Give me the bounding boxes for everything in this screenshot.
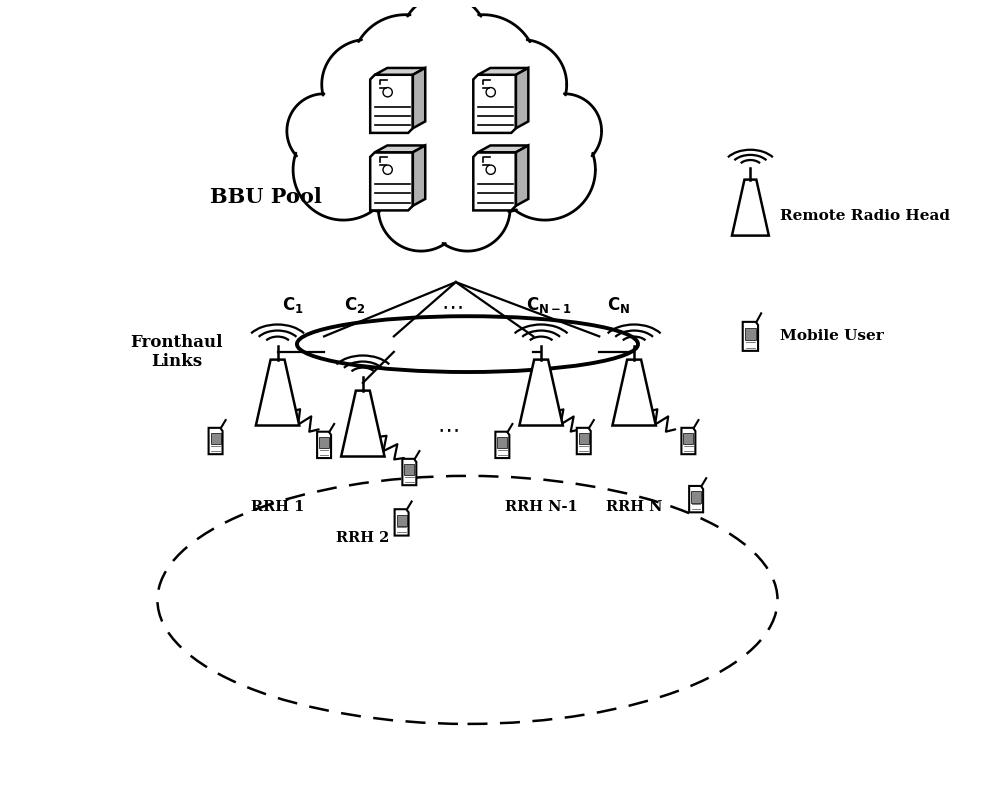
Polygon shape [743,322,758,351]
Text: RRH N: RRH N [606,500,662,514]
Polygon shape [209,428,223,454]
Circle shape [363,42,526,204]
Text: $\mathbf{C}_\mathbf{N}$: $\mathbf{C}_\mathbf{N}$ [607,295,630,316]
Polygon shape [497,437,507,448]
Polygon shape [681,428,695,454]
Polygon shape [519,360,563,425]
Polygon shape [516,145,528,206]
Text: Mobile User: Mobile User [780,329,884,343]
Circle shape [378,166,464,251]
Circle shape [322,39,412,129]
Polygon shape [256,360,299,425]
Polygon shape [370,152,413,211]
Text: $\mathbf{C}_\mathbf{1}$: $\mathbf{C}_\mathbf{1}$ [282,295,304,316]
Polygon shape [745,328,756,340]
Text: $\cdots$: $\cdots$ [437,420,459,439]
Text: RRH 2: RRH 2 [336,531,390,545]
Polygon shape [319,437,329,448]
Polygon shape [478,145,528,152]
Text: Remote Radio Head: Remote Radio Head [780,209,950,223]
Circle shape [287,94,361,168]
Text: BBU Pool: BBU Pool [210,187,322,207]
Polygon shape [404,465,414,476]
Polygon shape [577,428,591,454]
Text: Fronthaul
Links: Fronthaul Links [131,334,223,370]
Circle shape [324,80,456,212]
Circle shape [402,0,487,80]
Polygon shape [413,145,425,206]
Polygon shape [612,360,656,425]
Polygon shape [375,68,425,75]
Circle shape [383,88,392,97]
Polygon shape [732,180,769,236]
Circle shape [527,94,602,168]
Polygon shape [402,459,416,485]
Circle shape [383,165,392,174]
Polygon shape [473,152,516,211]
Polygon shape [495,432,509,458]
Circle shape [495,119,595,220]
Circle shape [486,88,495,97]
Polygon shape [691,492,701,503]
Circle shape [293,119,394,220]
Polygon shape [211,433,221,444]
Polygon shape [413,68,425,129]
Circle shape [433,80,564,212]
Polygon shape [341,391,385,457]
Polygon shape [689,486,703,512]
Circle shape [429,15,537,123]
Circle shape [477,39,567,129]
Text: $\mathbf{C}_\mathbf{2}$: $\mathbf{C}_\mathbf{2}$ [344,295,366,316]
Polygon shape [516,68,528,129]
Polygon shape [370,75,413,133]
Polygon shape [478,68,528,75]
Polygon shape [397,514,407,525]
Polygon shape [683,433,693,444]
Circle shape [486,165,495,174]
Circle shape [425,166,510,251]
Polygon shape [375,145,425,152]
Text: RRH N-1: RRH N-1 [505,500,577,514]
Text: RRH 1: RRH 1 [251,500,304,514]
Text: $\cdots$: $\cdots$ [441,296,463,316]
Polygon shape [395,509,409,536]
Polygon shape [317,432,331,458]
Text: $\mathbf{C}_\mathbf{N-1}$: $\mathbf{C}_\mathbf{N-1}$ [526,295,572,316]
Circle shape [351,15,460,123]
Polygon shape [579,433,589,444]
Polygon shape [473,75,516,133]
